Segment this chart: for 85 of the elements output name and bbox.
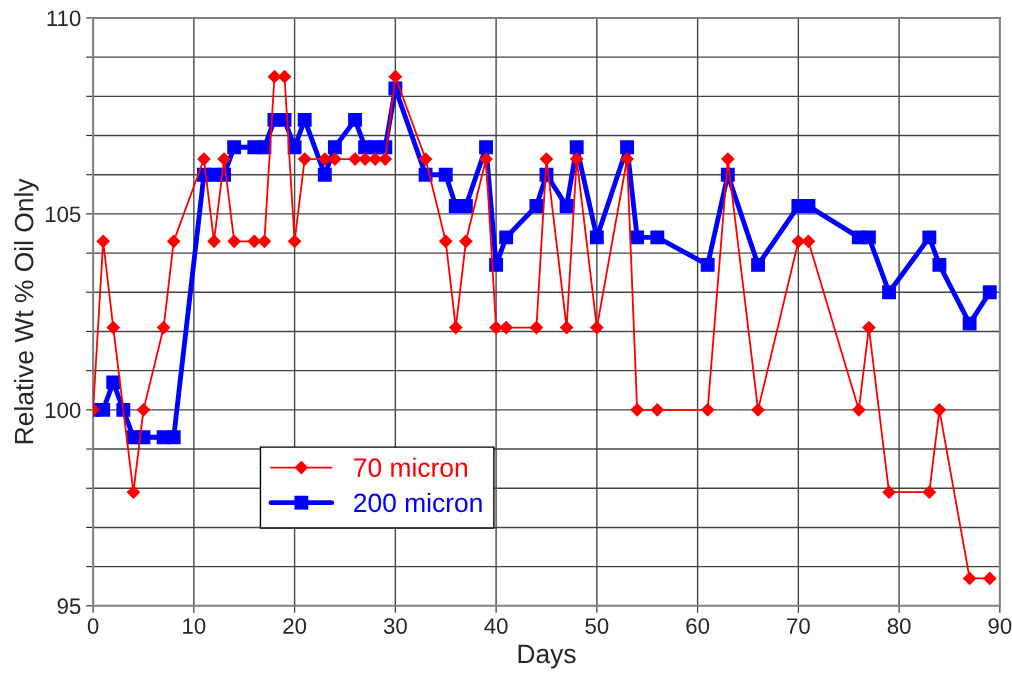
- point: [327, 140, 342, 155]
- point: [136, 402, 151, 417]
- x-tick-label: 80: [887, 618, 911, 634]
- point: [106, 320, 121, 335]
- point: [650, 402, 665, 417]
- point: [499, 230, 514, 245]
- point: [932, 402, 947, 417]
- y-axis-title: Relative Wt % Oil Only: [14, 178, 39, 444]
- point: [882, 485, 896, 500]
- point: [317, 167, 332, 182]
- point: [96, 234, 111, 249]
- point: [620, 140, 635, 155]
- point: [529, 199, 544, 214]
- point: [277, 69, 292, 84]
- point: [368, 152, 383, 166]
- point: [287, 234, 302, 249]
- point: [166, 430, 181, 445]
- point: [317, 152, 332, 166]
- point: [630, 230, 645, 245]
- point: [479, 140, 493, 155]
- y-tick-label: 105: [45, 206, 81, 223]
- point: [297, 152, 312, 166]
- point: [862, 320, 876, 335]
- x-tick-label: 90: [988, 618, 1012, 634]
- point: [720, 152, 735, 166]
- point: [700, 257, 715, 272]
- point: [378, 152, 393, 166]
- point: [559, 199, 574, 214]
- x-tick-label: 40: [484, 618, 508, 634]
- point: [459, 234, 473, 249]
- x-tick-label: 20: [283, 618, 307, 634]
- x-tick-label: 10: [183, 618, 206, 634]
- point: [126, 485, 141, 500]
- point: [297, 112, 312, 127]
- point: [438, 234, 453, 249]
- x-tick-label: 0: [87, 618, 99, 634]
- point: [922, 230, 937, 245]
- point: [569, 140, 584, 155]
- point: [348, 112, 362, 127]
- x-tick-label: 60: [686, 618, 710, 634]
- legend-label: 200 micron: [354, 492, 482, 513]
- point: [982, 285, 997, 300]
- point: [499, 320, 514, 335]
- x-axis-title: Days: [518, 644, 576, 669]
- point: [96, 402, 111, 417]
- point: [166, 234, 181, 249]
- point: [630, 402, 645, 417]
- point: [257, 234, 272, 249]
- point: [489, 320, 503, 335]
- point: [227, 140, 242, 155]
- point: [751, 402, 765, 417]
- point: [438, 167, 453, 182]
- legend-label: 70 micron: [354, 457, 467, 478]
- x-tick-label: 70: [787, 618, 810, 634]
- point: [267, 69, 282, 84]
- point: [650, 230, 665, 245]
- point: [932, 257, 947, 272]
- point: [962, 571, 977, 586]
- point: [529, 320, 544, 335]
- point: [962, 316, 977, 331]
- y-tick-label: 95: [57, 598, 81, 615]
- point: [448, 320, 463, 335]
- y-tick-label: 100: [45, 402, 81, 419]
- point: [559, 320, 574, 335]
- point: [751, 257, 765, 272]
- point: [418, 152, 433, 166]
- y-tick-label: 110: [47, 10, 81, 27]
- point: [801, 234, 816, 249]
- point: [922, 485, 937, 500]
- point: [700, 402, 715, 417]
- point: [106, 375, 121, 390]
- x-tick-label: 30: [383, 618, 407, 634]
- x-tick-label: 50: [585, 618, 609, 634]
- point: [227, 234, 242, 249]
- point: [589, 320, 604, 335]
- point: [882, 285, 896, 300]
- point: [156, 320, 171, 335]
- point: [569, 152, 584, 166]
- point: [539, 152, 554, 166]
- point: [861, 230, 876, 245]
- point: [851, 402, 866, 417]
- point: [982, 571, 997, 586]
- point: [589, 230, 604, 245]
- point: [388, 69, 403, 84]
- point: [207, 234, 221, 249]
